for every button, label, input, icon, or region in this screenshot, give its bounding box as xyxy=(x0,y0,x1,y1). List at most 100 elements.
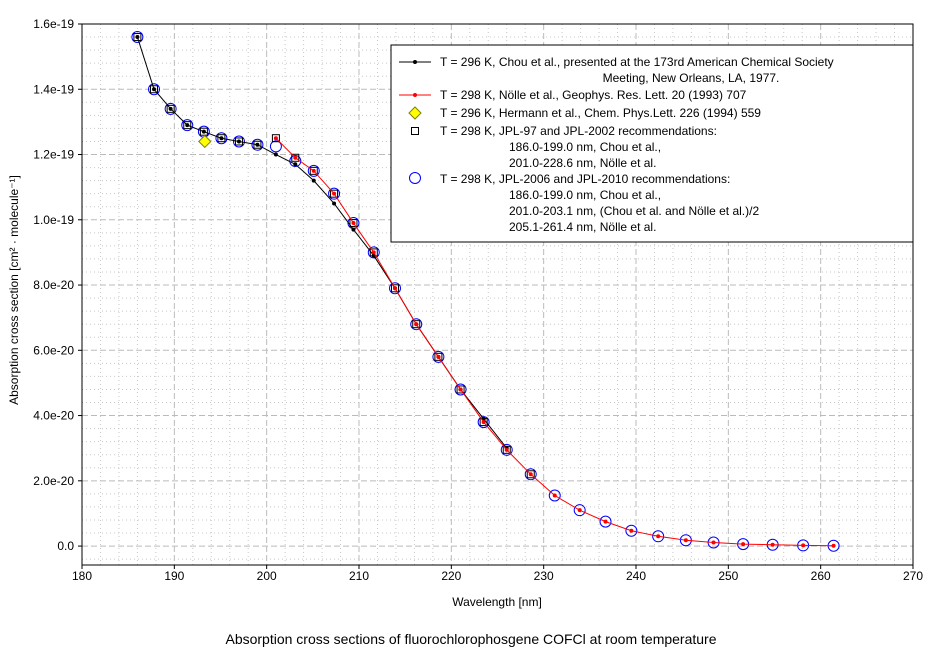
data-point xyxy=(269,140,282,153)
y-tick-label: 0.0 xyxy=(57,539,74,553)
data-point xyxy=(251,138,264,151)
y-tick-label: 1.0e-19 xyxy=(33,213,74,227)
data-point xyxy=(219,136,224,141)
data-point xyxy=(309,166,318,175)
data-point xyxy=(328,187,341,200)
data-point xyxy=(456,385,465,394)
data-point xyxy=(217,134,226,143)
data-point xyxy=(500,443,513,456)
data-point xyxy=(201,129,206,134)
data-point xyxy=(293,155,298,160)
y-tick-label: 8.0e-20 xyxy=(33,278,74,292)
plot-frame xyxy=(81,23,914,566)
data-point xyxy=(293,162,298,167)
x-tick-label: 230 xyxy=(534,569,554,583)
legend-note: 205.1-261.4 nm, Nölle et al. xyxy=(509,220,656,234)
legend-label: T = 298 K, Nölle et al., Geophys. Res. L… xyxy=(440,88,747,102)
data-point xyxy=(150,85,159,94)
data-point xyxy=(652,530,665,543)
data-point xyxy=(524,468,537,481)
y-tick-label: 1.6e-19 xyxy=(33,17,74,31)
x-tick-label: 270 xyxy=(903,569,923,583)
data-point xyxy=(330,189,339,198)
legend-marker-diamond xyxy=(408,106,422,120)
data-point xyxy=(164,102,177,115)
data-point xyxy=(477,416,490,429)
data-point xyxy=(215,132,228,145)
data-point xyxy=(332,191,337,196)
x-tick-label: 260 xyxy=(811,569,831,583)
data-point xyxy=(526,470,535,479)
data-point xyxy=(393,286,398,291)
data-point xyxy=(351,221,356,226)
legend-marker-circle xyxy=(409,172,421,184)
axes: 180 190 200 210 220 230 240 250 260 270 0.0 2.0e-20… xyxy=(33,17,923,583)
legend-note: 201.0-228.6 nm, Nölle et al. xyxy=(509,156,656,170)
data-point xyxy=(577,508,582,513)
x-tick-label: 190 xyxy=(164,569,184,583)
data-point xyxy=(656,534,661,539)
y-tick-label: 1.2e-19 xyxy=(33,148,74,162)
x-tick-label: 210 xyxy=(349,569,369,583)
data-point xyxy=(389,282,402,295)
data-point xyxy=(133,33,142,42)
x-tick-label: 200 xyxy=(257,569,277,583)
series-layer xyxy=(131,31,840,552)
data-point xyxy=(166,104,175,113)
data-point xyxy=(458,387,463,392)
y-tick-label: 1.4e-19 xyxy=(33,82,74,96)
data-point xyxy=(367,246,380,259)
data-point xyxy=(273,136,278,141)
data-point xyxy=(573,504,586,517)
data-point xyxy=(253,140,262,149)
y-axis-label: Absorption cross section [cm² · molecule… xyxy=(7,175,21,405)
data-point xyxy=(432,350,445,363)
legend-marker-square xyxy=(411,127,419,135)
data-point xyxy=(311,178,316,183)
data-point xyxy=(183,121,192,130)
data-point xyxy=(255,142,260,147)
data-point xyxy=(371,250,376,255)
legend-label-cont: Meeting, New Orleans, LA, 1977. xyxy=(603,71,780,85)
data-point xyxy=(741,542,746,547)
data-point xyxy=(332,201,337,206)
data-point xyxy=(599,515,612,528)
data-point xyxy=(168,106,173,111)
data-point xyxy=(311,168,316,173)
x-tick-label: 220 xyxy=(441,569,461,583)
data-point xyxy=(711,540,716,545)
data-point xyxy=(351,227,356,232)
data-point xyxy=(234,137,243,146)
y-tick-label: 6.0e-20 xyxy=(33,343,74,357)
data-point xyxy=(454,383,467,396)
legend-label: T = 298 K, JPL-97 and JPL-2002 recommend… xyxy=(440,124,717,138)
legend-label: T = 296 K, Chou et al., presented at the… xyxy=(440,55,834,69)
data-point xyxy=(770,542,775,547)
data-point xyxy=(504,447,509,452)
data-point xyxy=(152,87,157,92)
legend-note: 201.0-203.1 nm, (Chou et al. and Nölle e… xyxy=(509,204,759,218)
series-line xyxy=(275,137,834,547)
legend-box xyxy=(390,44,914,243)
x-tick-label: 240 xyxy=(626,569,646,583)
data-point xyxy=(412,320,421,329)
data-point xyxy=(185,123,190,128)
data-point xyxy=(528,472,533,477)
data-point xyxy=(414,322,419,327)
data-point xyxy=(271,134,280,143)
data-point xyxy=(291,153,300,162)
x-axis-label: Wavelength [nm] xyxy=(452,595,542,609)
legend-note: 186.0-199.0 nm, Chou et al., xyxy=(509,140,661,154)
data-point xyxy=(683,538,688,543)
y-tick-label: 4.0e-20 xyxy=(33,409,74,423)
data-point xyxy=(436,354,441,359)
data-point xyxy=(801,543,806,548)
data-point xyxy=(232,135,245,148)
data-point xyxy=(552,493,557,498)
data-point xyxy=(236,139,241,144)
data-point xyxy=(603,519,608,524)
legend-label: T = 296 K, Hermann et al., Chem. Phys.Le… xyxy=(440,106,761,120)
data-point xyxy=(349,219,358,228)
chart-title: Absorption cross sections of fluorochlor… xyxy=(225,631,717,647)
